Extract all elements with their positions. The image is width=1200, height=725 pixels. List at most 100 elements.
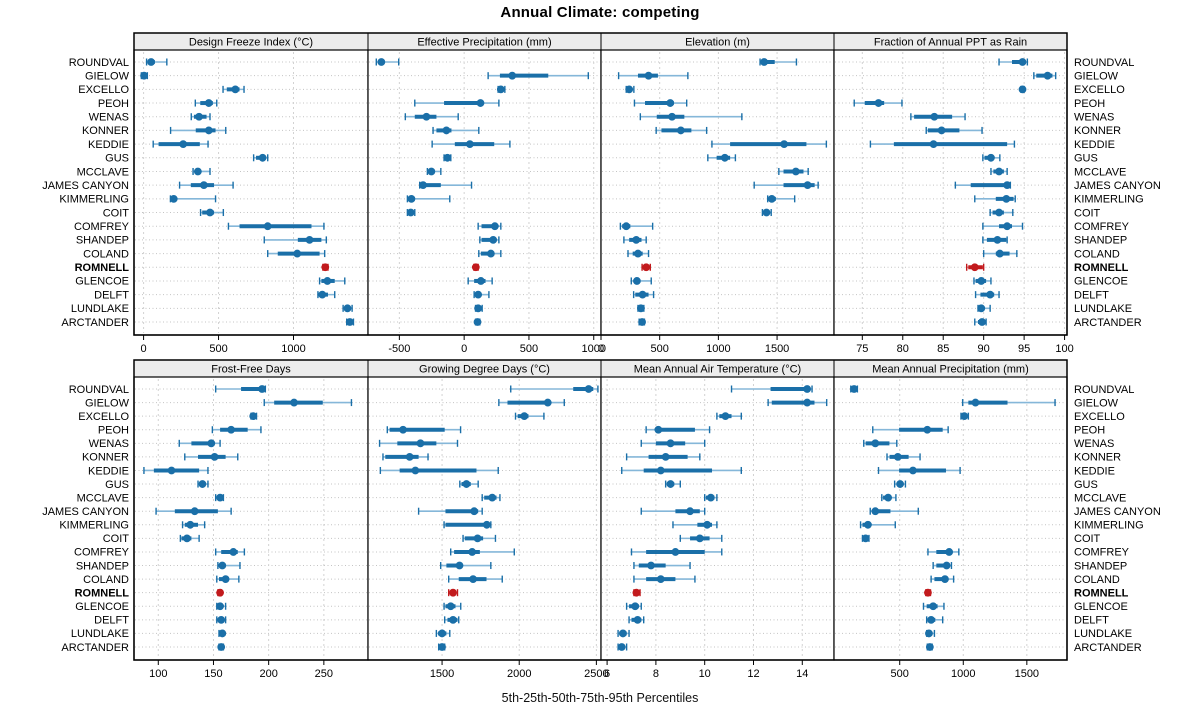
- station-label-right: ROUNDVAL: [1074, 384, 1134, 396]
- station-label-right: SHANDEP: [1074, 560, 1127, 572]
- station-label-right: ROMNELL: [1074, 262, 1129, 274]
- station-series-COMFREY: [630, 548, 723, 556]
- station-series-LUNDLAKE: [218, 629, 227, 638]
- station-label-left: MCCLAVE: [77, 166, 129, 178]
- median-point: [971, 398, 980, 407]
- station-series-MCCLAVE: [426, 167, 442, 176]
- median-point: [633, 277, 641, 285]
- station-label-right: KEDDIE: [1074, 139, 1115, 151]
- station-series-COLAND: [216, 575, 240, 584]
- station-series-KIMMERLING: [672, 520, 718, 529]
- station-series-KIMMERLING: [169, 194, 217, 203]
- station-label-left: SHANDEP: [76, 235, 129, 247]
- axis-tick-label: 0: [461, 343, 467, 355]
- median-point: [204, 126, 213, 135]
- median-point: [625, 85, 634, 94]
- median-point: [183, 534, 191, 543]
- station-label-left: GLENCOE: [75, 601, 129, 613]
- station-series-ROMNELL: [632, 588, 641, 597]
- station-label-left: WENAS: [89, 438, 129, 450]
- station-series-LUNDLAKE: [925, 629, 936, 638]
- station-series-DELFT: [473, 290, 490, 299]
- station-series-GLENCOE: [467, 277, 493, 285]
- axis-tick-label: 1500: [1015, 668, 1039, 680]
- station-series-GIELOW: [1033, 71, 1057, 80]
- station-label-left: KIMMERLING: [59, 520, 129, 532]
- median-point: [633, 615, 642, 624]
- median-point: [945, 548, 954, 556]
- median-point: [476, 277, 485, 285]
- panel-Growing Degree Days (°C): Growing Degree Days (°C) 1500 2000 2500: [367, 359, 609, 680]
- station-series-KIMMERLING: [766, 194, 796, 203]
- axis-tick-label: 85: [937, 343, 949, 355]
- median-point: [617, 643, 626, 651]
- station-label-right: GLENCOE: [1074, 601, 1128, 613]
- axis-tick-label: 12: [747, 668, 759, 680]
- median-point: [893, 452, 902, 461]
- median-point: [977, 277, 986, 285]
- median-point: [642, 263, 651, 272]
- median-point: [216, 588, 224, 597]
- station-label-left: COLAND: [83, 574, 129, 586]
- median-point: [1018, 58, 1027, 66]
- station-series-KIMMERLING: [406, 194, 451, 203]
- axis-tick-label: 0: [598, 343, 604, 355]
- station-series-KEDDIE: [877, 466, 961, 475]
- median-point: [446, 602, 455, 611]
- median-point: [929, 140, 938, 149]
- station-label-left: GIELOW: [85, 70, 130, 82]
- median-point: [490, 222, 499, 231]
- station-series-ROMNELL: [321, 263, 330, 272]
- median-point: [321, 263, 330, 272]
- station-series-LUNDLAKE: [474, 304, 483, 313]
- station-series-COLAND: [982, 249, 1018, 258]
- station-series-GLENCOE: [216, 602, 227, 611]
- station-label-left: DELFT: [94, 615, 129, 627]
- axis-tick-label: 80: [897, 343, 909, 355]
- station-label-right: KEDDIE: [1074, 465, 1115, 477]
- station-label-left: ROUNDVAL: [69, 384, 129, 396]
- station-series-ARCTANDER: [617, 643, 628, 651]
- panel-strip-title: Effective Precipitation (mm): [417, 37, 551, 49]
- median-point: [469, 575, 477, 584]
- median-point: [656, 575, 665, 584]
- median-point: [1003, 181, 1012, 190]
- median-point: [720, 153, 729, 162]
- station-series-COIT: [861, 534, 870, 543]
- station-label-left: GIELOW: [85, 397, 130, 409]
- median-point: [993, 235, 1002, 244]
- station-series-KEDDIE: [711, 140, 828, 149]
- chart-title: Annual Climate: competing: [500, 4, 700, 21]
- station-series-WENAS: [404, 112, 459, 121]
- panel-strip-title: Mean Annual Precipitation (mm): [872, 364, 1029, 376]
- station-series-GIELOW: [961, 398, 1056, 407]
- station-series-COIT: [761, 208, 772, 217]
- station-series-JAMES CANYON: [178, 181, 234, 190]
- station-label-left: KIMMERLING: [59, 194, 129, 206]
- axis-tick-label: 200: [259, 668, 277, 680]
- station-series-ROUNDVAL: [998, 58, 1029, 66]
- station-series-LUNDLAKE: [342, 304, 353, 313]
- axis-tick-label: 90: [978, 343, 990, 355]
- station-label-left: SHANDEP: [76, 560, 129, 572]
- median-point: [909, 466, 917, 475]
- station-series-EXCELLO: [249, 412, 258, 421]
- station-label-right: PEOH: [1074, 98, 1105, 110]
- station-label-right: GLENCOE: [1074, 276, 1128, 288]
- station-series-PEOH: [211, 425, 262, 434]
- median-point: [654, 425, 663, 434]
- median-point: [227, 425, 236, 434]
- station-series-MCCLAVE: [990, 167, 1008, 176]
- station-label-left: ROUNDVAL: [69, 57, 129, 69]
- station-series-GUS: [893, 480, 907, 488]
- station-series-COIT: [989, 208, 1014, 217]
- median-point: [249, 412, 258, 421]
- median-point: [721, 412, 730, 421]
- median-point: [438, 629, 446, 638]
- station-series-SHANDEP: [623, 235, 647, 244]
- station-series-EXCELLO: [1018, 85, 1027, 94]
- station-label-right: ROUNDVAL: [1074, 57, 1134, 69]
- median-point: [780, 140, 789, 149]
- panel-Mean Annual Air Temperature (°C): Mean Annual Air Temperature (°C) 6 8 10 12 14: [600, 359, 835, 680]
